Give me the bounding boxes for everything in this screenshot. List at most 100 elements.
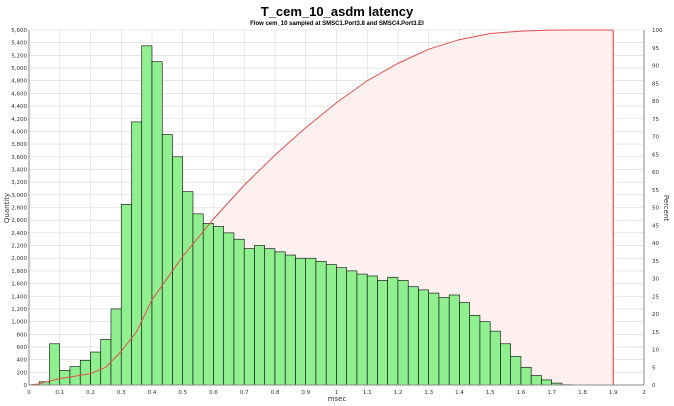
y2-tick-label: 40: [652, 241, 659, 247]
histogram-bar: [315, 261, 327, 386]
histogram-bar: [131, 121, 143, 386]
x-tick-label: 2: [642, 390, 646, 396]
histogram-bar: [90, 351, 102, 386]
y-tick-label: 200: [17, 370, 28, 376]
histogram-bar: [192, 213, 204, 386]
y2-tick-label: 45: [652, 223, 659, 229]
histogram-bar: [397, 280, 409, 386]
y2-tick-label: 25: [652, 294, 659, 300]
cumulative-line-path: [28, 29, 614, 386]
histogram-bar: [100, 339, 112, 386]
x-tick-label: 0.8: [271, 390, 280, 396]
axes: [28, 30, 645, 386]
y-tick-labels: 0 200 400 600 800 1,000 1,200 1,400 1,600 1,800 2,…: [11, 28, 27, 389]
x-tick-label: 0.9: [301, 390, 310, 396]
y2-tick-label: 30: [652, 277, 659, 283]
y-tick-label: 0: [24, 383, 28, 389]
histogram-bars: [38, 45, 573, 386]
y2-tick-label: 15: [652, 330, 659, 336]
y-tick-label: 400: [17, 358, 28, 364]
y2-tick-label: 100: [652, 28, 663, 34]
y-tick-label: 1,400: [11, 294, 27, 300]
y2-tick-label: 55: [652, 188, 659, 194]
y-tick-label: 2,000: [11, 256, 27, 262]
histogram-bar: [520, 366, 532, 386]
y-tick-label: 2,600: [11, 218, 27, 224]
chart-title: T_cem_10_asdm latency: [261, 4, 414, 19]
x-tick-label: 0.6: [209, 390, 218, 396]
histogram-bar: [346, 270, 358, 386]
histogram-bar: [172, 156, 184, 386]
cumulative-line: [28, 29, 614, 386]
y-tick-label: 4,600: [11, 91, 27, 97]
x-tick-label: 1.5: [486, 390, 495, 396]
histogram-bar: [418, 289, 430, 386]
y-tick-label: 4,000: [11, 129, 27, 135]
y2-tick-label: 85: [652, 81, 659, 87]
histogram-bar: [407, 286, 419, 386]
histogram-bar: [510, 356, 522, 386]
histogram-bar: [110, 308, 122, 386]
y-tick-label: 2,800: [11, 206, 27, 212]
y-tick-label: 4,800: [11, 79, 27, 85]
x-axis-label: msec: [328, 395, 347, 403]
y-tick-label: 3,000: [11, 193, 27, 199]
y-tick-label: 600: [17, 345, 28, 351]
histogram-bar: [479, 321, 491, 386]
histogram-bar: [438, 297, 450, 386]
histogram-bar: [469, 314, 481, 386]
x-tick-labels: 0 0.1 0.2 0.3 0.4 0.5 0.6 0.7 0.8 0.9 1 1.1 1.2 1.3 1.…: [27, 390, 646, 396]
histogram-bar: [530, 375, 542, 386]
histogram-bar: [79, 359, 91, 386]
x-tick-label: 0: [27, 390, 31, 396]
histogram-bar: [377, 280, 389, 386]
histogram-bar: [541, 379, 552, 386]
x-tick-label: 1.1: [363, 390, 372, 396]
histogram-bar: [356, 273, 368, 386]
x-tick-label: 1.3: [424, 390, 433, 396]
histogram-bar: [305, 257, 317, 386]
x-tick-label: 1.8: [578, 390, 587, 396]
y-tick-label: 3,800: [11, 142, 27, 148]
histogram-bar: [459, 302, 470, 386]
y2-tick-label: 60: [652, 170, 659, 176]
y-tick-label: 1,000: [11, 320, 27, 326]
y-tick-label: 5,400: [11, 41, 27, 47]
y-tick-label: 3,400: [11, 167, 27, 173]
y2-tick-label: 95: [652, 46, 659, 52]
y-tick-label: 3,200: [11, 180, 27, 186]
y-tick-label: 800: [17, 332, 28, 338]
x-tick-label: 1.2: [394, 390, 403, 396]
x-tick-label: 1.4: [455, 390, 464, 396]
y2-axis-label: Percent: [662, 195, 670, 222]
y-tick-label: 1,800: [11, 269, 27, 275]
y2-tick-label: 10: [652, 348, 659, 354]
histogram-bar: [295, 257, 307, 386]
y-tick-label: 1,200: [11, 307, 27, 313]
x-tick-label: 0.2: [86, 390, 95, 396]
histogram-bar: [284, 254, 296, 386]
histogram-bar: [387, 276, 399, 386]
histogram-bar: [213, 226, 225, 386]
y-tick-label: 1,600: [11, 282, 27, 288]
y-tick-label: 5,200: [11, 53, 27, 59]
histogram-bar: [366, 275, 378, 386]
x-tick-label: 1: [335, 390, 339, 396]
x-tick-label: 0.3: [117, 390, 126, 396]
histogram-bar: [274, 251, 286, 386]
histogram-bar: [325, 264, 337, 386]
y2-tick-label: 50: [652, 206, 659, 212]
histogram-bar: [120, 204, 132, 386]
histogram-bar: [264, 248, 276, 386]
y2-tick-label: 5: [652, 365, 656, 371]
y2-tick-label: 90: [652, 64, 659, 70]
x-tick-label: 0.5: [178, 390, 187, 396]
y-tick-label: 4,400: [11, 104, 27, 110]
histogram-bar: [202, 223, 214, 386]
y2-tick-labels: 0 5 10 15 20 25 30 35 40 45 50 55 60 65 70 75 80 85 90 95 10…: [652, 28, 663, 389]
y-axis-label: Quantity: [3, 193, 11, 223]
y-tick-label: 5,000: [11, 66, 27, 72]
histogram-bar: [500, 343, 511, 386]
x-tick-label: 1.9: [609, 390, 618, 396]
